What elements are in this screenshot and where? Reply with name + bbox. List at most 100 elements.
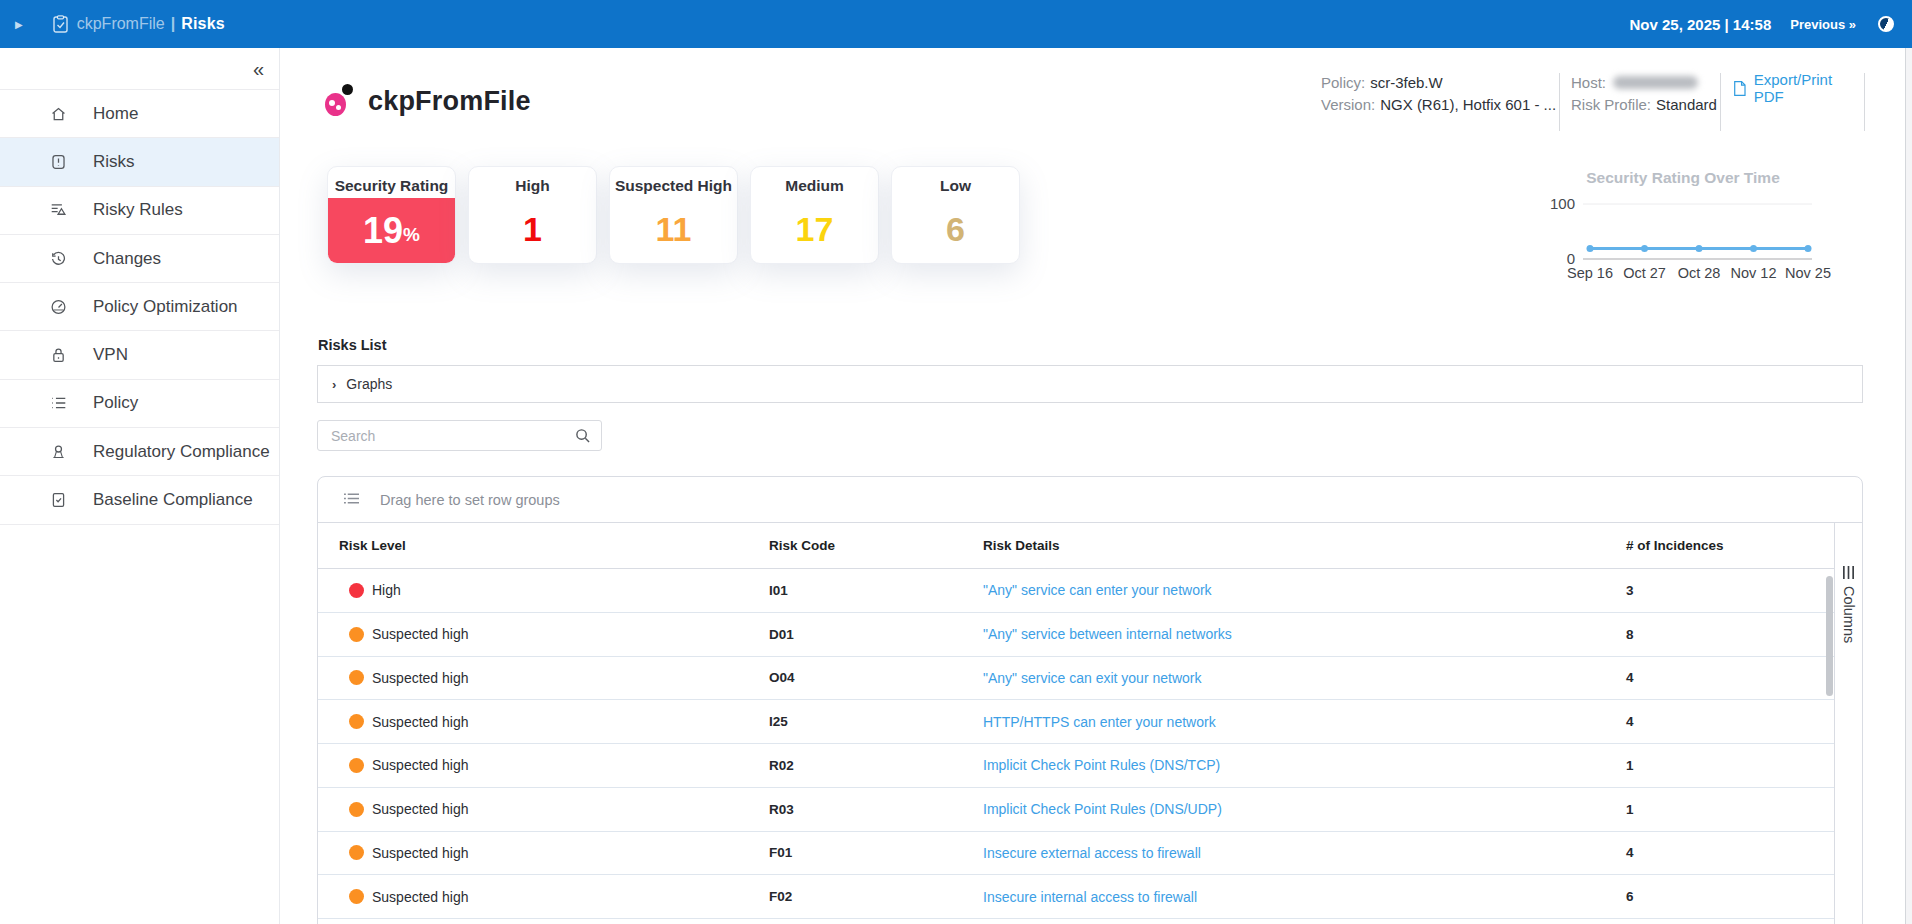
card-value: 1 [469,210,596,249]
risk-code-cell: D01 [769,627,983,642]
pdf-icon [1733,80,1747,97]
version-label: Version: [1321,96,1375,113]
card-high[interactable]: High1 [468,166,597,264]
sidebar-item-label: Policy [93,393,138,413]
summary-cards: Security Rating 19%High1 Suspected High 11 M… [327,166,1020,264]
risk-level-dot-icon [349,627,364,642]
export-print-pdf-link[interactable]: Export/Print PDF [1733,71,1864,105]
breadcrumb: ▶ ckpFromFile | Risks [15,15,225,33]
sidebar-item-label: Baseline Compliance [93,490,253,510]
risk-details-link[interactable]: Implicit Check Point Rules (DNS/UDP) [983,801,1626,817]
table-scrollbar-thumb[interactable] [1826,576,1833,696]
card-label: Security Rating [328,177,455,195]
page-scrollbar[interactable] [1905,48,1912,924]
graphs-label: Graphs [346,376,392,392]
svg-text:Oct 27: Oct 27 [1623,265,1666,281]
risk-details-link[interactable]: Insecure internal access to firewall [983,889,1626,905]
risk-details-link[interactable]: "Any" service can enter your network [983,582,1626,598]
page-title: ckpFromFile [368,86,531,117]
table-row: Suspected highF02Insecure internal acces… [318,875,1834,919]
search-icon[interactable] [575,428,590,443]
svg-text:100: 100 [1550,195,1575,212]
row-groups-icon [343,492,360,507]
risk-code-cell: R02 [769,758,983,773]
risk-details-link[interactable]: HTTP/HTTPS can enter your network [983,714,1626,730]
svg-text:Nov 25: Nov 25 [1785,265,1831,281]
row-group-dropzone[interactable]: Drag here to set row groups [318,477,1862,523]
svg-text:Sep 16: Sep 16 [1567,265,1613,281]
sidebar-item-regulatory-compliance[interactable]: Regulatory Compliance [0,428,279,476]
chevron-right-icon: › [332,377,336,392]
svg-text:Oct 28: Oct 28 [1678,265,1721,281]
breadcrumb-report-name[interactable]: ckpFromFile [77,15,165,33]
card-label: Suspected High [610,177,737,195]
columns-tab-label: Columns [1841,586,1857,643]
col-risk-details[interactable]: Risk Details [983,538,1626,553]
breadcrumb-expand-icon[interactable]: ▶ [15,19,23,30]
risks-list-title: Risks List [318,337,387,353]
policy-optimization-icon [50,298,67,315]
sidebar-item-risks[interactable]: Risks [0,138,279,186]
risks-search [317,420,602,451]
changes-icon [50,250,67,267]
card-low[interactable]: Low6 [891,166,1020,264]
incidences-cell: 1 [1626,802,1834,817]
sidebar-collapse-row: « [0,48,279,90]
risk-details-link[interactable]: Implicit Check Point Rules (DNS/TCP) [983,757,1626,773]
risk-profile-value: Standard [1656,96,1717,113]
col-incidences[interactable]: # of Incidences [1626,538,1834,553]
sidebar-item-policy[interactable]: Policy [0,380,279,428]
columns-tool-panel-tab[interactable]: Columns [1834,523,1862,924]
risk-details-link[interactable]: "Any" service can exit your network [983,670,1626,686]
breadcrumb-separator: | [171,15,175,33]
risky-rules-icon [50,202,67,219]
baseline-compliance-icon [50,492,67,509]
security-rating-value: 19% [328,198,455,263]
card-security-rating[interactable]: Security Rating 19% [327,166,456,264]
risk-level-dot-icon [349,845,364,860]
risk-level-cell: Suspected high [318,670,769,686]
risk-code-cell: I25 [769,714,983,729]
risk-details-link[interactable]: "Any" service between internal networks [983,626,1626,642]
host-label: Host: [1571,74,1606,91]
table-row: Suspected highF01Insecure external acces… [318,832,1834,876]
risk-level-cell: Suspected high [318,626,769,642]
sidebar-item-changes[interactable]: Changes [0,235,279,283]
report-icon [53,15,68,33]
incidences-cell: 3 [1626,583,1834,598]
sidebar-item-vpn[interactable]: VPN [0,331,279,379]
graphs-expander[interactable]: › Graphs [317,365,1863,403]
card-suspected-high[interactable]: Suspected High 11 [609,166,738,264]
risk-level-cell: Suspected high [318,757,769,773]
sidebar-collapse-button[interactable]: « [253,59,264,79]
table-row: Suspected highR02Implicit Check Point Ru… [318,744,1834,788]
risks-grid: Risk Level Risk Code Risk Details # of I… [318,523,1834,924]
risk-code-cell: I01 [769,583,983,598]
policy-value: scr-3feb.W [1370,74,1443,91]
sidebar-item-label: VPN [93,345,128,365]
col-risk-level[interactable]: Risk Level [318,538,769,553]
incidences-cell: 4 [1626,845,1834,860]
risk-details-link[interactable]: Insecure external access to firewall [983,845,1626,861]
columns-icon [1842,565,1855,580]
risk-level-dot-icon [349,670,364,685]
search-input[interactable] [318,428,575,444]
card-value: 11 [610,210,737,249]
risk-code-cell: R03 [769,802,983,817]
sidebar-item-home[interactable]: Home [0,90,279,138]
table-row: Suspected highO04"Any" service can exit … [318,657,1834,701]
previous-report-link[interactable]: Previous » [1790,17,1856,32]
card-medium[interactable]: Medium17 [750,166,879,264]
sidebar-item-baseline-compliance[interactable]: Baseline Compliance [0,476,279,524]
incidences-cell: 6 [1626,889,1834,904]
svg-text:Security Rating Over Time: Security Rating Over Time [1586,169,1780,186]
col-risk-code[interactable]: Risk Code [769,538,983,553]
sidebar-item-policy-optimization[interactable]: Policy Optimization [0,283,279,331]
risk-level-cell: High [318,582,769,598]
theme-toggle-icon[interactable] [1878,16,1894,32]
sidebar-item-risky-rules[interactable]: Risky Rules [0,187,279,235]
risks-table: Drag here to set row groups Risk Level R… [317,476,1863,924]
sidebar-item-label: Risky Rules [93,200,183,220]
incidences-cell: 4 [1626,670,1834,685]
incidences-cell: 8 [1626,627,1834,642]
